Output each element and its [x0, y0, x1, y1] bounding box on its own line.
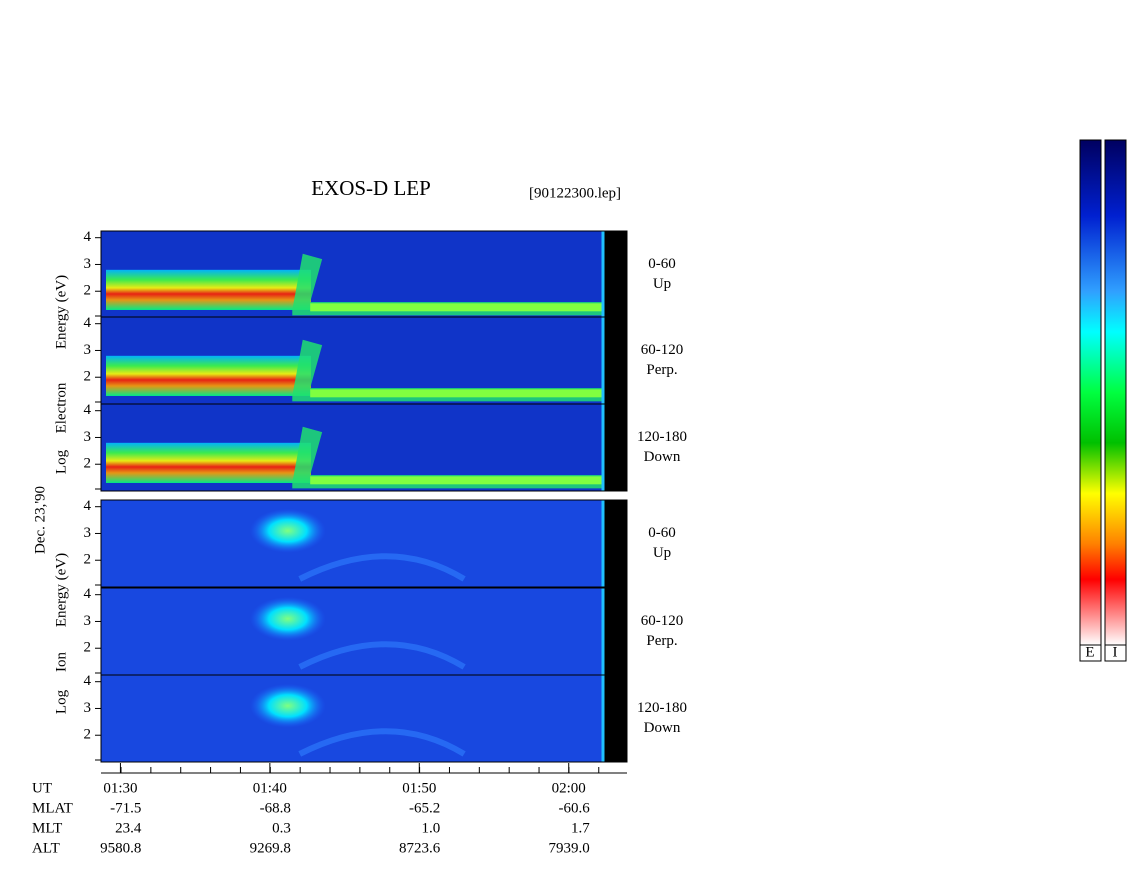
orbit-value: -65.2	[409, 800, 440, 816]
spectrogram-blob	[249, 596, 326, 641]
spectrogram-blob	[249, 508, 326, 553]
orbit-value: 0.3	[272, 820, 291, 836]
colorbar-label: E	[1085, 644, 1094, 660]
y-tick-label: 3	[84, 700, 92, 716]
spectrogram-band	[310, 303, 603, 312]
y-label: Ion	[53, 652, 69, 672]
data-gap	[603, 404, 627, 491]
panel-direction: Perp.	[646, 633, 677, 649]
y-tick-label: 3	[84, 429, 92, 445]
y-tick-label: 4	[84, 498, 92, 514]
spectrogram-arc	[298, 641, 466, 670]
panel-direction: Up	[653, 276, 671, 292]
y-tick-label: 4	[84, 673, 92, 689]
panel-frame	[100, 674, 628, 763]
spectrogram-blob	[249, 683, 326, 728]
spectrogram-background	[101, 675, 603, 762]
y-tick-label: 3	[84, 256, 92, 272]
file-name: [90122300.lep]	[529, 185, 621, 201]
orbit-value: 23.4	[115, 820, 142, 836]
y-tick-label: 3	[84, 613, 92, 629]
colorbar	[1104, 139, 1127, 646]
y-label: Energy (eV)	[53, 275, 69, 349]
x-tick-label: 01:40	[253, 780, 287, 796]
orbit-value: 8723.6	[399, 840, 441, 856]
title: EXOS-D LEP	[311, 176, 431, 200]
panel-range: 0-60	[648, 256, 676, 272]
data-gap	[603, 317, 627, 404]
spectrogram-background	[101, 588, 603, 675]
spectrogram-arc	[298, 553, 466, 582]
data-gap	[603, 588, 627, 675]
spectrogram-band	[310, 476, 603, 485]
panel-range: 120-180	[637, 429, 687, 445]
orbit-value: 1.7	[571, 820, 590, 836]
data-gap	[603, 675, 627, 762]
data-gap	[603, 500, 627, 587]
y-tick-label: 4	[84, 586, 92, 602]
orbit-label: UT	[32, 780, 52, 796]
y-tick-label: 2	[84, 552, 92, 568]
y-label: Log	[53, 449, 69, 474]
y-label: Log	[53, 689, 69, 714]
y-tick-label: 2	[84, 640, 92, 656]
y-tick-label: 2	[84, 369, 92, 385]
y-tick-label: 4	[84, 229, 92, 245]
colorbar-box	[1104, 644, 1127, 662]
y-label: Electron	[53, 382, 69, 433]
spectrogram-background	[101, 500, 603, 587]
panel-direction: Up	[653, 545, 671, 561]
colorbar-box	[1079, 644, 1102, 662]
orbit-label: ALT	[32, 840, 60, 856]
x-tick-label: 01:30	[103, 780, 137, 796]
y-label: Energy (eV)	[53, 553, 69, 627]
x-tick-label: 01:50	[402, 780, 436, 796]
spectrogram-band	[106, 442, 311, 483]
panel-direction: Perp.	[646, 362, 677, 378]
orbit-value: 9580.8	[100, 840, 141, 856]
y-tick-label: 2	[84, 727, 92, 743]
panel-frame	[100, 403, 628, 492]
orbit-label: MLT	[32, 820, 62, 836]
panel-frame	[100, 499, 628, 588]
colorbar-label: I	[1113, 644, 1118, 660]
y-tick-label: 4	[84, 315, 92, 331]
y-tick-label: 2	[84, 456, 92, 472]
colorbar	[1079, 139, 1102, 646]
panel-direction: Down	[644, 449, 681, 465]
spectrogram-band	[310, 389, 603, 398]
y-tick-label: 4	[84, 402, 92, 418]
orbit-value: -68.8	[260, 800, 291, 816]
spectrogram-arc	[298, 728, 466, 757]
panel-range: 0-60	[648, 525, 676, 541]
orbit-value: -71.5	[110, 800, 141, 816]
panel-range: 120-180	[637, 700, 687, 716]
panel-direction: Down	[644, 720, 681, 736]
y-tick-label: 3	[84, 525, 92, 541]
x-tick-label: 02:00	[552, 780, 586, 796]
orbit-value: 9269.8	[250, 840, 291, 856]
orbit-value: 1.0	[422, 820, 441, 836]
orbit-value: 7939.0	[548, 840, 589, 856]
orbit-label: MLAT	[32, 800, 73, 816]
spectrogram-band	[106, 355, 311, 396]
data-gap	[603, 231, 627, 318]
panel-range: 60-120	[641, 613, 684, 629]
orbit-value: -60.6	[558, 800, 590, 816]
y-tick-label: 2	[84, 283, 92, 299]
y-tick-label: 3	[84, 342, 92, 358]
spectrogram-band	[106, 269, 311, 310]
panel-range: 60-120	[641, 342, 684, 358]
date: Dec. 23,'90	[32, 486, 48, 554]
